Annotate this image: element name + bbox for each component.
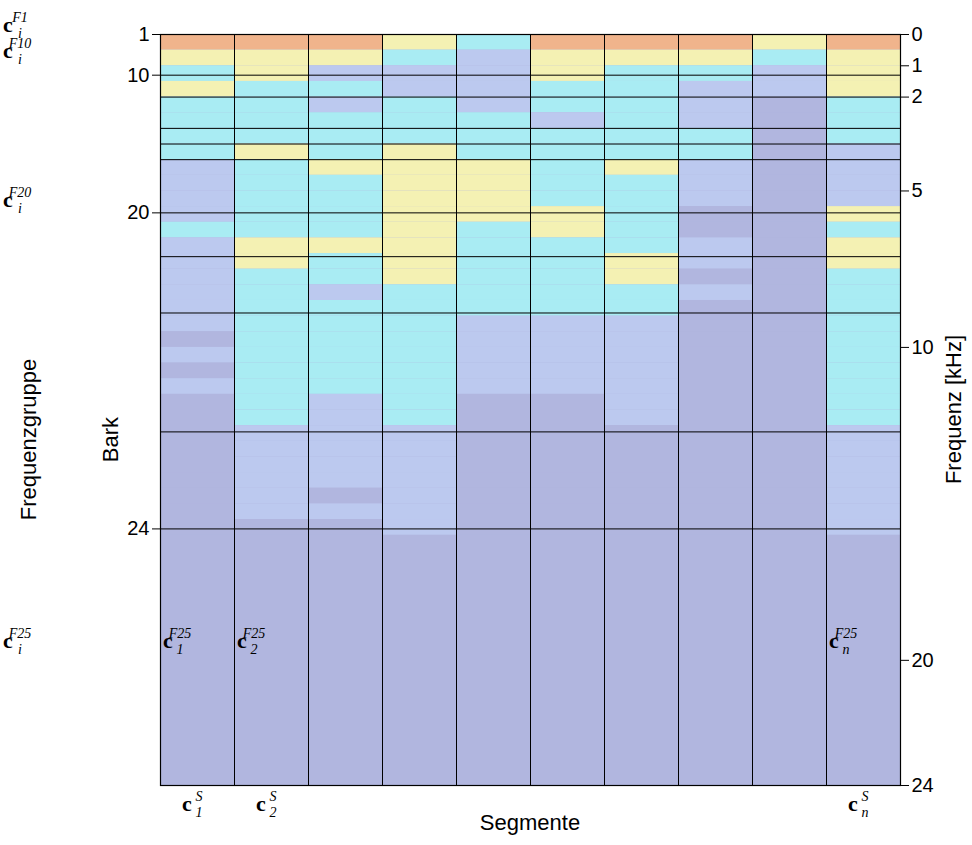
svg-text:1: 1 [912,54,923,76]
svg-text:24: 24 [912,774,934,796]
svg-text:5: 5 [912,179,923,201]
svg-text:24: 24 [127,517,149,539]
svg-text:1: 1 [177,642,184,657]
svg-text:S: S [862,789,869,804]
svg-text:F1: F1 [11,10,28,25]
svg-text:Segmente: Segmente [480,810,580,835]
svg-text:Bark: Bark [98,416,123,462]
svg-text:0: 0 [912,23,923,45]
svg-text:10: 10 [912,336,934,358]
svg-text:c: c [3,11,13,37]
svg-text:1: 1 [196,805,203,820]
svg-text:2: 2 [270,805,277,820]
svg-text:F25: F25 [834,626,858,641]
svg-text:2: 2 [912,85,923,107]
svg-text:Frequenz [kHz]: Frequenz [kHz] [941,335,966,484]
svg-text:F25: F25 [242,626,266,641]
svg-text:F25: F25 [168,626,192,641]
svg-text:n: n [843,642,850,657]
svg-text:1: 1 [138,23,149,45]
svg-text:Frequenzgruppe: Frequenzgruppe [16,359,41,520]
svg-text:i: i [18,642,22,657]
svg-text:c: c [256,791,266,816]
svg-text:i: i [18,25,22,41]
svg-text:20: 20 [127,201,149,223]
svg-text:F20: F20 [8,185,32,200]
svg-text:c: c [848,791,858,816]
svg-text:i: i [18,201,22,216]
svg-text:2: 2 [251,642,258,657]
svg-text:S: S [196,789,203,804]
svg-text:c: c [182,791,192,816]
svg-text:10: 10 [127,64,149,86]
svg-text:i: i [18,52,22,67]
svg-text:F10: F10 [8,36,32,51]
svg-text:F25: F25 [8,626,32,641]
svg-text:S: S [270,789,277,804]
svg-text:n: n [862,805,869,820]
svg-text:20: 20 [912,649,934,671]
